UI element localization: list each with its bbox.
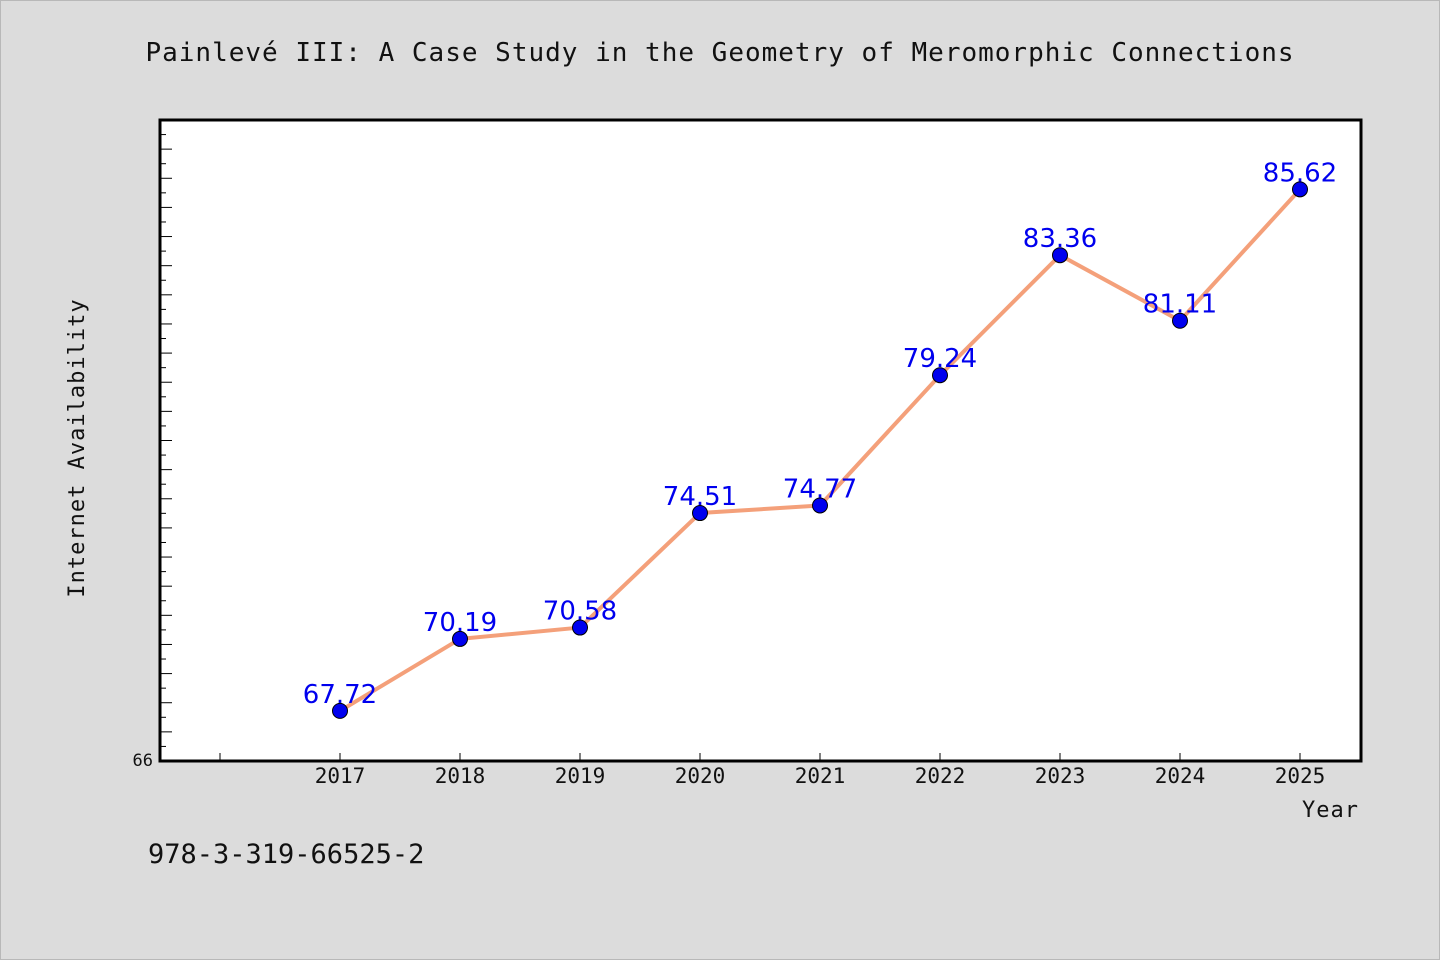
x-tick-label: 2025 — [1275, 764, 1326, 788]
x-tick-label: 2022 — [915, 764, 966, 788]
y-axis-min-label: 66 — [133, 751, 153, 771]
x-tick-label: 2017 — [315, 764, 366, 788]
x-tick-label: 2023 — [1035, 764, 1086, 788]
x-axis-title: Year — [1302, 798, 1359, 823]
data-point — [452, 630, 468, 647]
data-label: 81.11 — [1143, 290, 1217, 320]
isbn-text: 978-3-319-66525-2 — [148, 839, 424, 870]
data-point — [332, 702, 348, 719]
data-label: 74.77 — [783, 474, 857, 504]
data-point — [692, 505, 708, 522]
chart-title: Painlevé III: A Case Study in the Geomet… — [145, 38, 1294, 68]
plot-area — [158, 118, 1363, 763]
x-tick-label: 2019 — [555, 764, 606, 788]
data-label: 74.51 — [663, 482, 737, 512]
series-layer: 67.72 70.19 70.58 74.51 74.77 79.24 83.36 81.11… — [303, 158, 1337, 719]
x-tick-label: 2021 — [795, 764, 846, 788]
x-axis-ticks: 2017 2018 2019 2020 2021 2022 2023 2024 2025 — [219, 753, 1326, 788]
data-point — [1292, 181, 1308, 198]
x-tick-label: 2024 — [1155, 764, 1206, 788]
x-tick-label: 2018 — [435, 764, 486, 788]
data-label: 70.58 — [543, 597, 617, 627]
data-label: 79.24 — [903, 344, 977, 374]
data-point — [572, 619, 588, 636]
data-point — [1052, 247, 1068, 264]
y-axis-ticks — [160, 134, 172, 747]
data-point — [932, 367, 948, 384]
data-label: 67.72 — [303, 680, 377, 710]
data-point — [1172, 312, 1188, 329]
data-label: 85.62 — [1263, 158, 1337, 188]
x-tick-label: 2020 — [675, 764, 726, 788]
y-axis-title: Internet Availability — [65, 298, 90, 597]
data-point — [812, 497, 828, 514]
data-label: 70.19 — [423, 608, 497, 638]
data-label: 83.36 — [1023, 224, 1097, 254]
